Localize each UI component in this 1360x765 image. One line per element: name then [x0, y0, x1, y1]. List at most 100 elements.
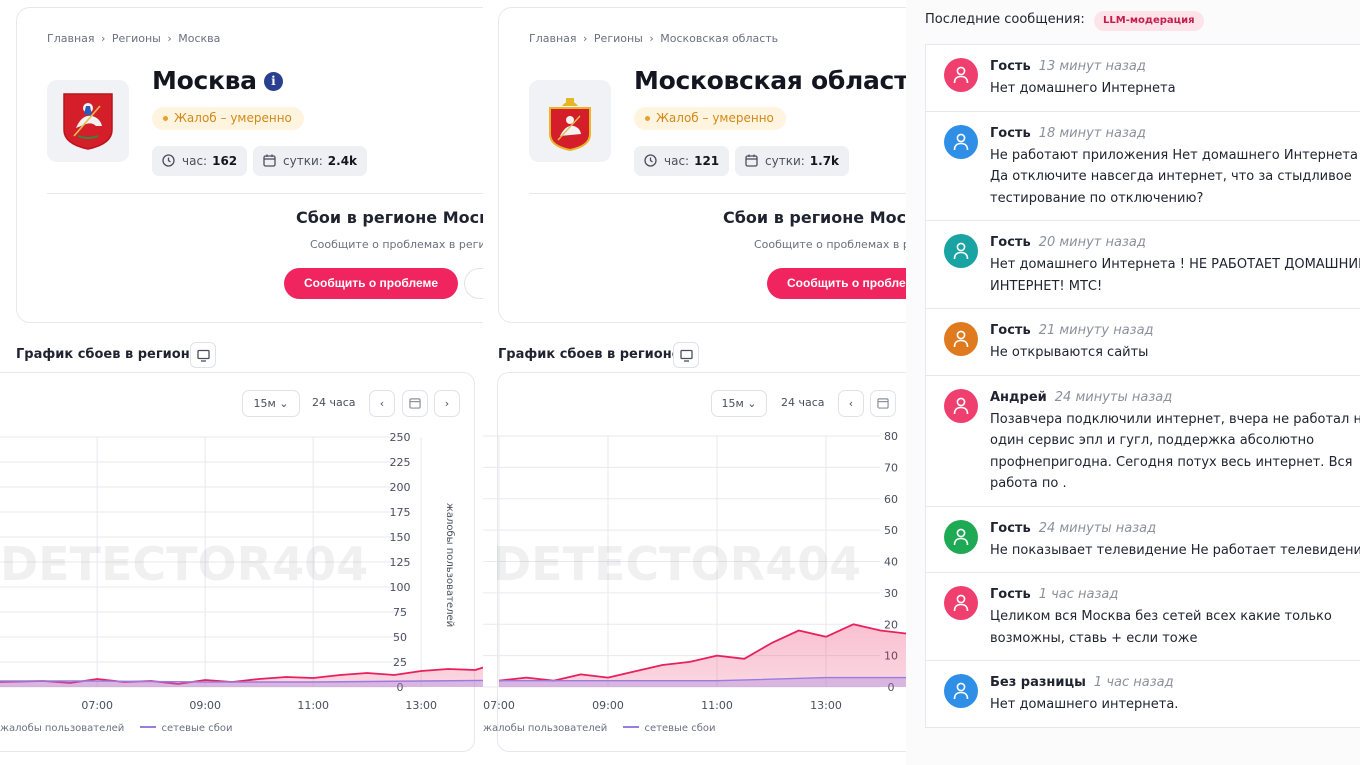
graph-view-button[interactable] — [673, 342, 699, 368]
message-author: Гость — [990, 587, 1031, 602]
message-item: Гость 21 минуту назад Не открываются сайты — [926, 309, 1360, 376]
secondary-button[interactable] — [464, 268, 483, 299]
y-tick-label: 40 — [884, 556, 898, 569]
stat-hour-label: час: — [182, 154, 208, 168]
complaints-level-badge: Жалоб – умеренно — [152, 107, 304, 130]
region-title: Московская область — [634, 66, 906, 95]
stat-day: сутки: 1.7k — [735, 146, 850, 176]
avatar — [944, 519, 978, 554]
y-tick-label: 125 — [390, 556, 411, 569]
watermark: DETECTOR404 — [493, 537, 861, 591]
message-time: 24 минуты назад — [1038, 520, 1157, 536]
graph-view-button[interactable] — [190, 342, 216, 368]
failures-title: Сбои в регионе Москва — [296, 208, 483, 227]
interval-select[interactable]: 15м ⌄ — [711, 390, 767, 417]
breadcrumb-current: Москва — [178, 32, 221, 45]
graph-title: График сбоев в регионе — [498, 347, 681, 362]
user-icon — [953, 330, 969, 348]
calendar-button[interactable] — [402, 390, 428, 417]
calendar-icon — [263, 154, 276, 167]
complaints-line — [498, 623, 906, 682]
y-tick-label: 60 — [884, 493, 898, 506]
y-tick-label: 70 — [884, 461, 898, 474]
clock-icon — [162, 154, 175, 167]
avatar — [944, 58, 978, 92]
message-text: Позавчера подключили интернет, вчера не … — [990, 411, 1360, 492]
y-tick-label: 200 — [390, 481, 411, 494]
stat-day: сутки: 2.4k — [253, 146, 368, 176]
chart-legend: жалобы пользователей сетевые сбои — [483, 723, 716, 734]
x-tick-label: 07:00 — [483, 699, 515, 712]
divider — [529, 193, 906, 194]
stat-day-label: сутки: — [765, 154, 805, 168]
messages-panel: Последние сообщения: LLM-модерация Гость… — [906, 0, 1360, 765]
period-label[interactable]: 24 часа — [781, 396, 825, 409]
x-tick-label: 11:00 — [701, 699, 733, 712]
failures-subtitle: Сообщите о проблемах в регионе — [310, 238, 483, 251]
message-author: Гость — [990, 323, 1031, 338]
y-tick-label: 100 — [390, 581, 411, 594]
messages-list: Гость 13 минут назад Нет домашнего Интерне… — [925, 44, 1360, 728]
breadcrumb-separator: › — [167, 32, 172, 45]
stat-hour-value: 121 — [694, 154, 720, 168]
info-icon[interactable]: i — [263, 72, 283, 91]
chevron-right-icon: › — [444, 397, 450, 410]
x-tick-label: 13:00 — [810, 699, 842, 712]
x-tick-label: 09:00 — [592, 699, 624, 712]
avatar — [944, 388, 978, 423]
chevron-left-icon: ‹ — [379, 397, 385, 410]
x-tick-label: 07:00 — [81, 699, 113, 712]
legend-complaints: жалобы пользователей — [483, 723, 608, 734]
breadcrumb-home[interactable]: Главная — [47, 32, 95, 45]
stat-day-value: 2.4k — [327, 154, 358, 168]
message-item: Андрей 24 минуты назад Позавчера подключил… — [926, 376, 1360, 507]
moscow-coat-of-arms-icon — [63, 93, 113, 150]
stat-hour-value: 162 — [212, 154, 238, 168]
interval-value: 15м — [253, 397, 276, 410]
clock-icon — [644, 154, 657, 167]
breadcrumb: Главная › Регионы › Москва — [47, 32, 223, 45]
region-crest — [529, 80, 611, 162]
breadcrumb-separator: › — [583, 32, 588, 45]
message-time: 21 минуту назад — [1038, 323, 1154, 338]
region-panel-moscow: Главная › Регионы › Москва Москва i Жалоб… — [0, 0, 483, 765]
network-area — [499, 677, 906, 687]
y-tick-label: 50 — [393, 631, 407, 644]
message-text: Не показывает телевидение Не работает те… — [990, 542, 1360, 558]
message-time: 18 минут назад — [1038, 125, 1146, 141]
calendar-icon — [745, 154, 758, 167]
interval-select[interactable]: 15м ⌄ — [242, 390, 300, 417]
avatar — [944, 586, 978, 620]
report-problem-button[interactable]: Сообщить о проблеме — [284, 268, 459, 299]
report-problem-button[interactable]: Сообщить о проблеме — [767, 268, 906, 299]
period-label[interactable]: 24 часа — [312, 396, 356, 409]
region-title: Москва i — [152, 66, 283, 95]
breadcrumb-current: Московская область — [660, 32, 779, 45]
monitor-icon — [680, 349, 693, 362]
message-text: Целиком вся Москва без сетей всех какие … — [990, 609, 1332, 646]
prev-button[interactable]: ‹ — [369, 390, 395, 417]
messages-header: Последние сообщения: — [925, 12, 1085, 27]
prev-button[interactable]: ‹ — [838, 390, 864, 417]
message-author: Гость — [990, 235, 1031, 250]
y-tick-label: 30 — [884, 587, 898, 600]
message-item: Гость 20 минут назад Нет домашнего Интерне… — [926, 221, 1360, 309]
legend-network: сетевые сбои — [161, 723, 233, 734]
message-time: 20 минут назад — [1038, 235, 1146, 250]
stat-day-value: 1.7k — [809, 154, 840, 168]
breadcrumb: Главная › Регионы › Московская область — [529, 32, 781, 45]
user-icon — [953, 66, 969, 84]
calendar-button[interactable] — [870, 390, 896, 417]
breadcrumb-home[interactable]: Главная — [529, 32, 577, 45]
breadcrumb-regions[interactable]: Регионы — [593, 32, 643, 45]
message-item: Гость 13 минут назад Нет домашнего Интерне… — [926, 45, 1360, 112]
next-button[interactable]: › — [434, 390, 460, 417]
message-item: Гость 1 час назад Целиком вся Москва без с… — [926, 573, 1360, 661]
chevron-down-icon: ⌄ — [747, 397, 757, 410]
complaints-area — [499, 624, 906, 687]
divider — [47, 193, 483, 194]
network-line — [499, 676, 906, 682]
stat-hour-label: час: — [664, 154, 690, 168]
failures-subtitle: Сообщите о проблемах в регионе — [754, 238, 906, 251]
breadcrumb-regions[interactable]: Регионы — [111, 32, 161, 45]
